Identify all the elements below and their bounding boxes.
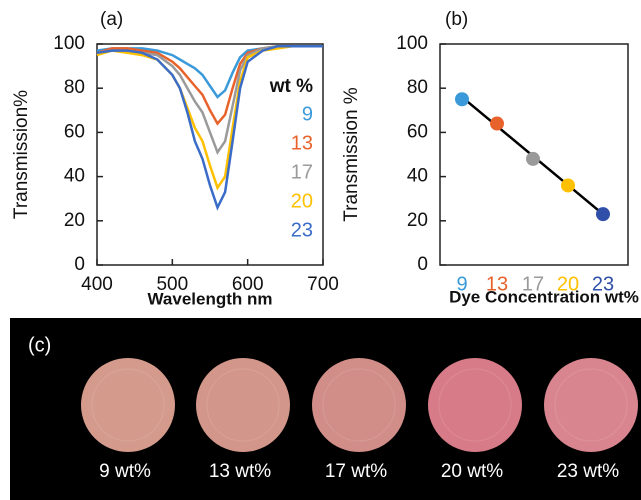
y-tick-label: 40 [64,166,85,187]
photo-panel-label: (c) [28,334,51,356]
film-sample [428,358,522,452]
sample-label: 9 wt% [99,461,151,482]
x-tick-label: 9 [456,273,467,295]
y-tick-label: 80 [407,77,428,98]
spectrum-line [96,44,323,191]
y-tick-label: 100 [53,33,85,54]
spectrum-line [96,44,323,155]
sample-label: 23 wt% [557,461,619,482]
film-sample [544,358,638,452]
plot-frame [96,43,324,266]
film-sample [81,358,175,452]
data-point [561,178,575,193]
y-tick-label: 60 [407,121,428,142]
y-tick-label: 100 [396,33,428,54]
film-sample-ring [322,368,396,442]
y-tick-label: 20 [407,210,428,231]
film-sample-ring [206,368,280,442]
y-tick-label: 0 [74,254,85,275]
x-tick-label: 600 [232,274,264,295]
sample-label: 20 wt% [441,461,503,482]
legend-entry: 17 [291,161,313,183]
panel-label: (b) [445,9,468,30]
sample-label: 13 wt% [209,461,271,482]
x-tick-label: 400 [81,274,113,295]
legend-title: wt % [269,76,313,97]
y-tick-label: 80 [64,77,85,98]
film-sample [312,358,406,452]
film-sample-ring [438,368,512,442]
y-tick-label: 40 [407,166,428,187]
film-sample [196,358,290,452]
x-tick-label: 17 [522,273,544,295]
sample-label: 17 wt% [325,461,387,482]
panel-label: (a) [100,9,123,30]
spectrum-line [96,44,323,211]
legend-entry: 20 [291,190,313,212]
x-tick-label: 13 [486,273,508,295]
legend-entry: 9 [302,103,313,125]
data-point [490,116,504,131]
film-sample-ring [554,368,628,442]
x-tick-label: 500 [156,274,188,295]
x-axis-label: Dye Concentration wt% [449,287,639,306]
plot-frame [439,43,629,266]
x-tick-label: 20 [557,273,579,295]
data-point [526,151,540,166]
y-tick-label: 0 [417,254,428,275]
film-sample-ring [91,368,165,442]
y-axis-label: Transmission% [11,90,32,219]
y-tick-label: 20 [64,210,85,231]
x-tick-label: 700 [307,274,339,295]
y-tick-label: 60 [64,121,85,142]
x-axis-label: Wavelength nm [148,289,273,308]
x-tick-label: 23 [592,273,614,295]
y-axis-label: Transmission % [341,87,362,222]
legend-entry: 13 [291,132,313,154]
legend-entry: 23 [291,219,313,241]
data-point [455,92,469,107]
data-point [596,207,610,222]
